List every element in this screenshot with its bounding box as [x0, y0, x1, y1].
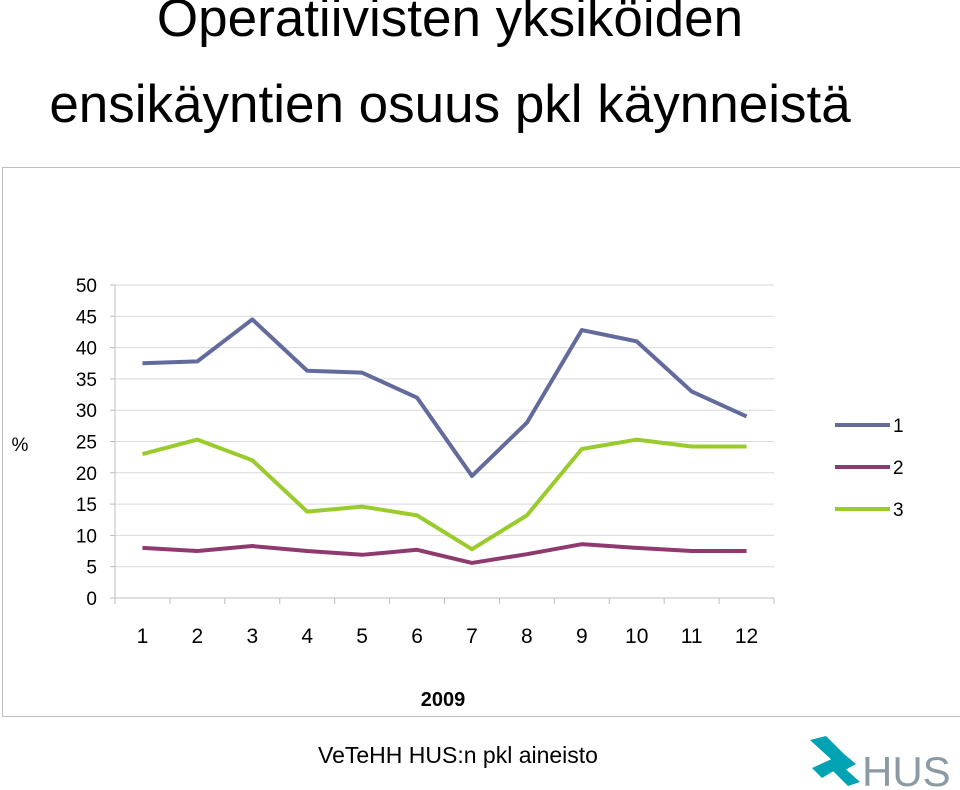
y-tick-label: 15	[76, 495, 97, 516]
y-tick-label: 25	[76, 433, 97, 454]
y-tick-label: 30	[76, 401, 97, 422]
legend-label-2: 2	[893, 458, 904, 479]
x-tick-label: 2	[192, 625, 204, 648]
x-tick-label: 5	[356, 625, 368, 648]
x-tick-label: 7	[466, 625, 478, 648]
x-tick-label: 10	[625, 625, 648, 648]
x-tick-label: 3	[246, 625, 258, 648]
y-tick-label: 0	[86, 589, 97, 610]
series-line-2	[142, 542, 747, 565]
y-tick-label: 20	[76, 464, 97, 485]
chart-frame	[2, 167, 960, 717]
y-tick-label: 40	[76, 339, 97, 360]
x-tick-label: 12	[735, 625, 758, 648]
y-axis-label: %	[12, 435, 29, 456]
x-tick-labels: 1 2 3 4 5 6 7 8 9 10 11 12	[137, 625, 759, 648]
y-tick-label: 10	[76, 526, 97, 547]
x-tick-label: 9	[576, 625, 588, 648]
hus-logo-cross-icon	[810, 736, 860, 786]
legend: 1 2 3	[835, 416, 904, 521]
series-line-3	[141, 437, 747, 552]
y-tick-labels: 0 5 10 15 20 25 30 35 40 45 50	[76, 276, 97, 610]
y-tick-label: 35	[76, 370, 97, 391]
x-axis-label: 2009	[421, 689, 466, 711]
legend-label-1: 1	[893, 416, 904, 437]
y-tick-label: 5	[86, 558, 97, 579]
series-line-1	[142, 317, 748, 478]
source-text: VeTeHH HUS:n pkl aineisto	[318, 742, 598, 768]
title-line-1: Operatiivisten yksiköiden	[156, 0, 744, 48]
legend-label-3: 3	[893, 500, 904, 521]
x-tick-label: 6	[411, 625, 423, 648]
x-tick-label: 8	[521, 625, 533, 648]
y-tick-label: 45	[76, 307, 97, 328]
hus-logo-text: HUS	[862, 748, 951, 790]
series-lines	[141, 317, 748, 565]
gridlines	[115, 284, 774, 568]
x-tick-label: 4	[301, 625, 313, 648]
axes	[110, 284, 775, 604]
y-tick-label: 50	[76, 276, 97, 297]
x-tick-label: 11	[681, 625, 703, 648]
title-line-2: ensikäyntien osuus pkl käynneistä	[49, 75, 851, 134]
x-tick-label: 1	[137, 625, 149, 648]
hus-logo: HUS	[810, 736, 951, 790]
